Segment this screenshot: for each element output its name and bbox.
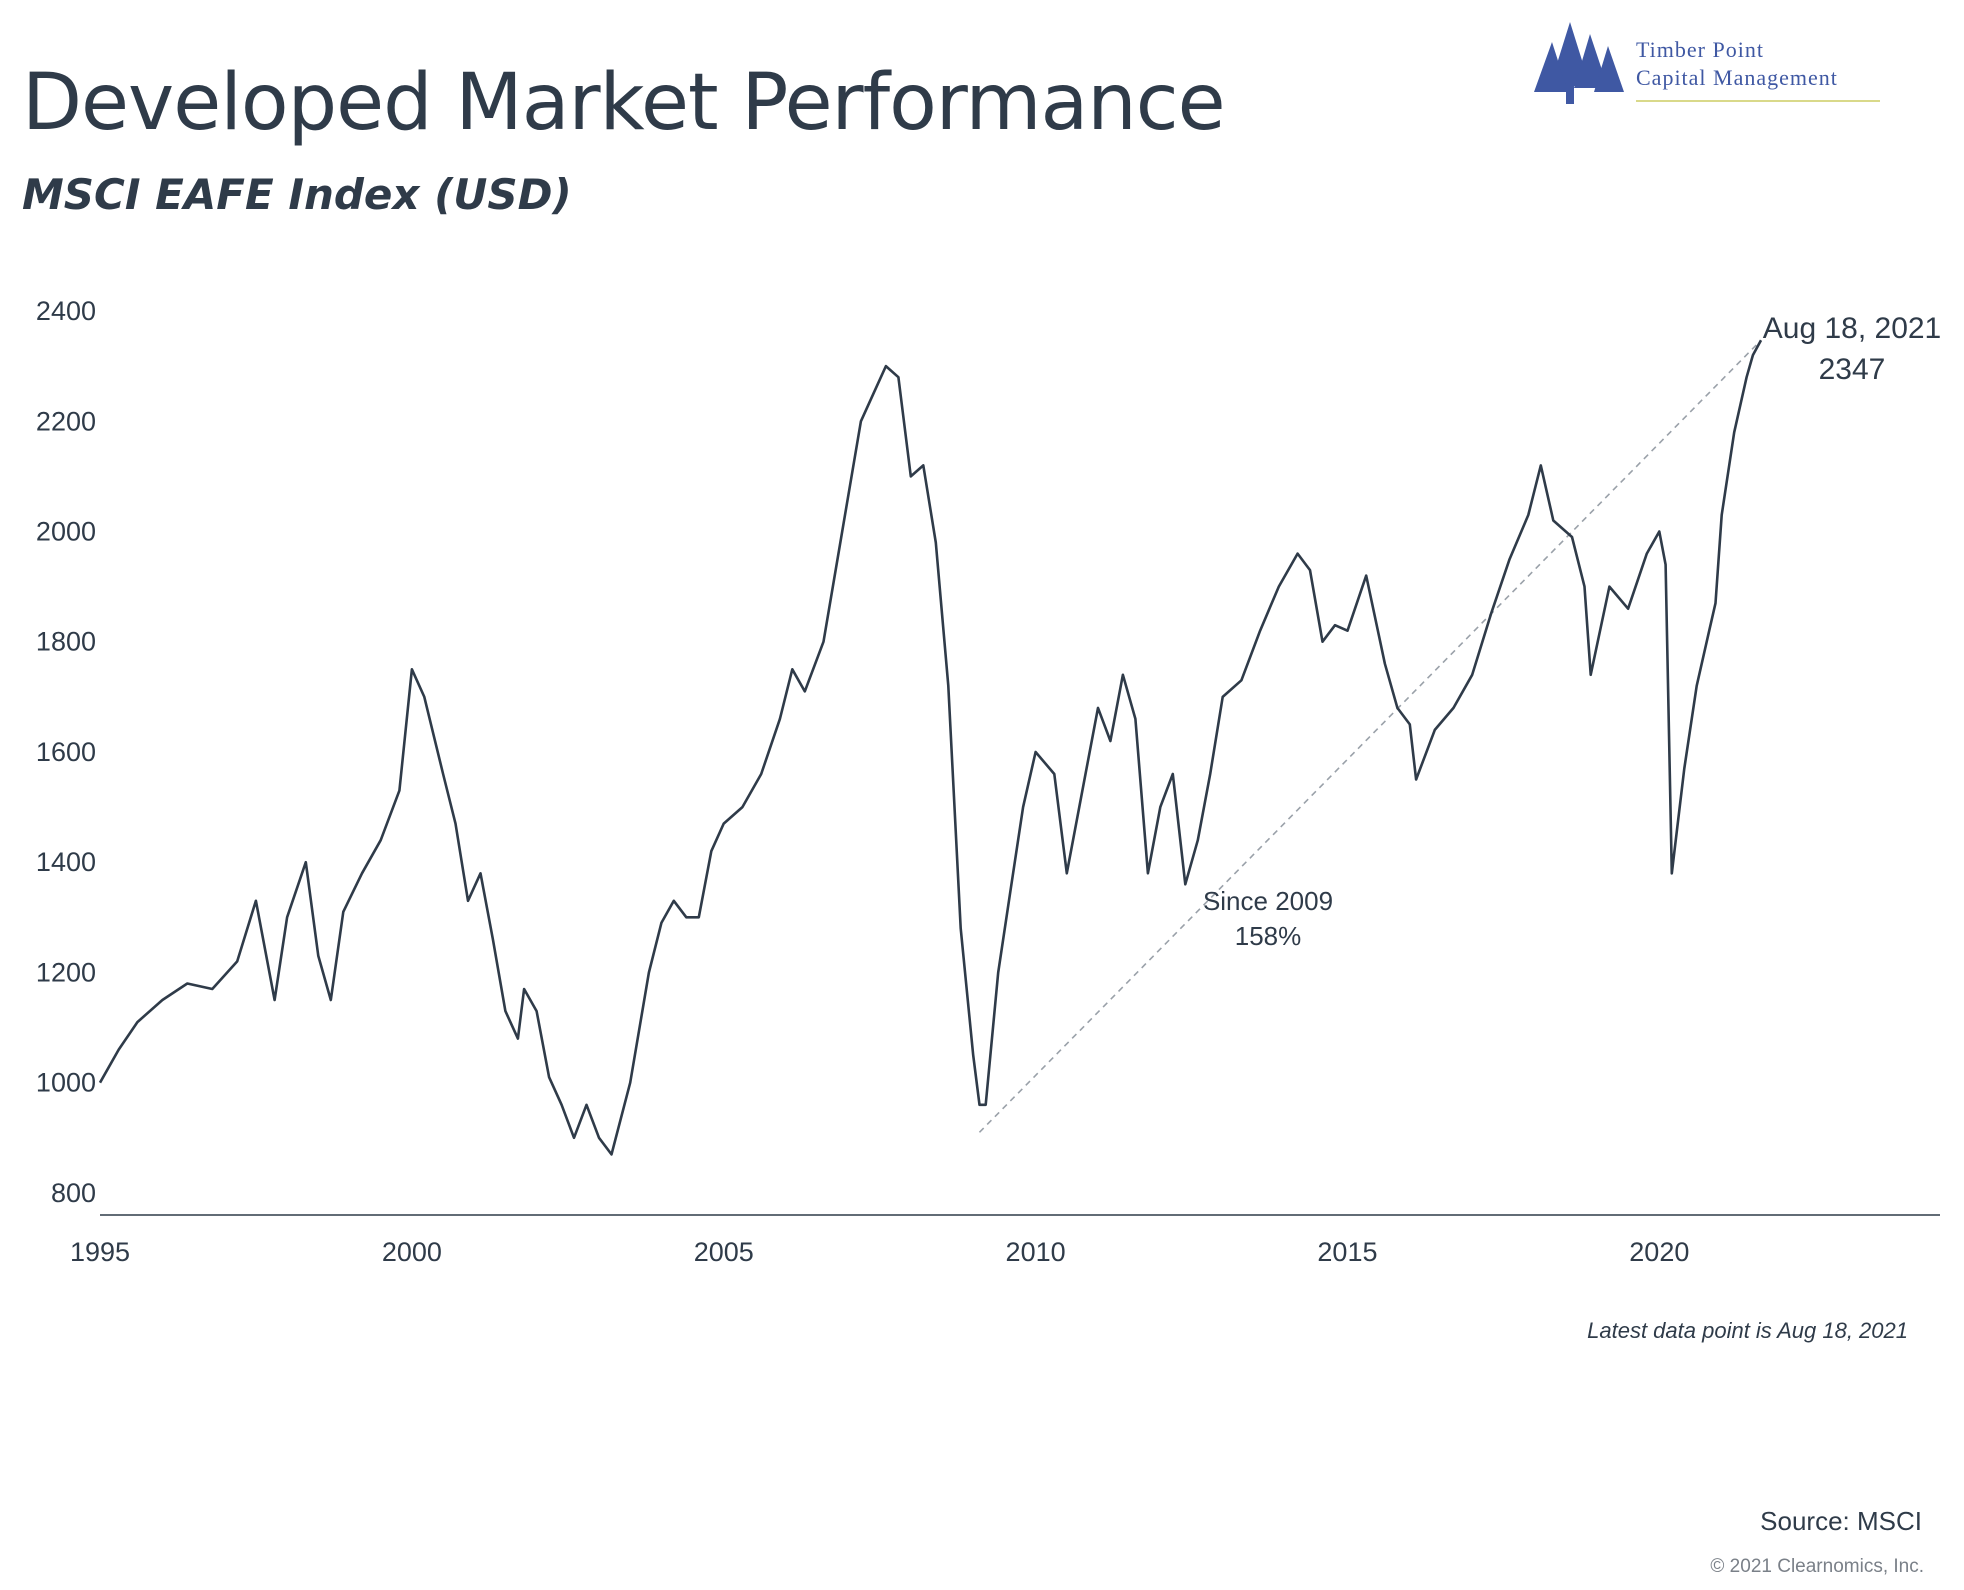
page-subtitle: MSCI EAFE Index (USD) (22, 170, 572, 219)
source-label: Source: MSCI (1760, 1506, 1922, 1536)
logo-rule (1636, 100, 1880, 102)
y-tick-label-2000: 2000 (36, 517, 96, 547)
y-tick-label-2400: 2400 (36, 296, 96, 326)
annotation-latest-value: 2347 (1819, 353, 1886, 386)
line-chart: 800 1000 1200 1400 1600 1800 2000 2200 2400 1995 2… (36, 296, 1942, 1267)
page-title: Developed Market Performance (22, 58, 1226, 148)
trend-line (978, 339, 1762, 1133)
y-tick-label-1200: 1200 (36, 957, 96, 987)
company-logo: Timber Point Capital Management (1530, 14, 1890, 110)
annotation-latest-date: Aug 18, 2021 (1763, 312, 1942, 345)
logo-line-1: Timber Point (1636, 37, 1764, 62)
logo-wordmark: Timber Point Capital Management (1636, 36, 1838, 92)
annotation-since-2009-pct: 158% (1235, 921, 1302, 951)
x-tick-label-2020: 2020 (1629, 1237, 1689, 1267)
y-tick-label-1800: 1800 (36, 627, 96, 657)
pine-trees-icon (1534, 22, 1624, 104)
annotation-since-2009: Since 2009 (1203, 886, 1333, 916)
y-tick-label-1000: 1000 (36, 1068, 96, 1098)
x-tick-label-2010: 2010 (1006, 1237, 1066, 1267)
series-line-msci-eafe (98, 339, 1763, 1156)
y-tick-label-800: 800 (51, 1178, 96, 1208)
y-tick-label-2200: 2200 (36, 406, 96, 436)
copyright-label: © 2021 Clearnomics, Inc. (1710, 1556, 1924, 1577)
x-tick-label-2000: 2000 (382, 1237, 442, 1267)
y-tick-label-1400: 1400 (36, 847, 96, 877)
logo-line-2: Capital Management (1636, 65, 1838, 90)
x-tick-label-2005: 2005 (694, 1237, 754, 1267)
x-tick-label-1995: 1995 (70, 1237, 130, 1267)
latest-data-note: Latest data point is Aug 18, 2021 (1587, 1318, 1908, 1343)
x-tick-label-2015: 2015 (1317, 1237, 1377, 1267)
y-tick-label-1600: 1600 (36, 737, 96, 767)
